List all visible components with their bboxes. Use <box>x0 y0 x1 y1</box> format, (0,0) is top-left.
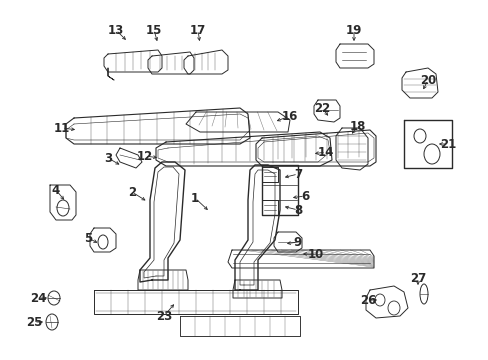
Text: 6: 6 <box>300 189 308 202</box>
Text: 2: 2 <box>128 185 136 198</box>
Text: 14: 14 <box>317 145 333 158</box>
Text: 23: 23 <box>156 310 172 323</box>
Text: 15: 15 <box>145 23 162 36</box>
Text: 16: 16 <box>281 109 298 122</box>
Text: 20: 20 <box>419 73 435 86</box>
Text: 8: 8 <box>293 203 302 216</box>
Text: 27: 27 <box>409 271 425 284</box>
Text: 25: 25 <box>26 315 42 328</box>
Text: 3: 3 <box>104 152 112 165</box>
Text: 4: 4 <box>52 184 60 197</box>
Text: 13: 13 <box>108 23 124 36</box>
Text: 10: 10 <box>307 248 324 261</box>
Text: 18: 18 <box>349 120 366 132</box>
Text: 1: 1 <box>190 192 199 204</box>
Text: 5: 5 <box>84 231 92 244</box>
Text: 11: 11 <box>54 122 70 135</box>
Text: 21: 21 <box>439 138 455 150</box>
Text: 12: 12 <box>137 149 153 162</box>
Text: 22: 22 <box>313 102 329 114</box>
Text: 9: 9 <box>293 235 302 248</box>
Text: 17: 17 <box>189 23 206 36</box>
Text: 26: 26 <box>359 293 375 306</box>
Text: 7: 7 <box>293 167 302 180</box>
Text: 19: 19 <box>345 23 362 36</box>
Text: 24: 24 <box>30 292 46 305</box>
